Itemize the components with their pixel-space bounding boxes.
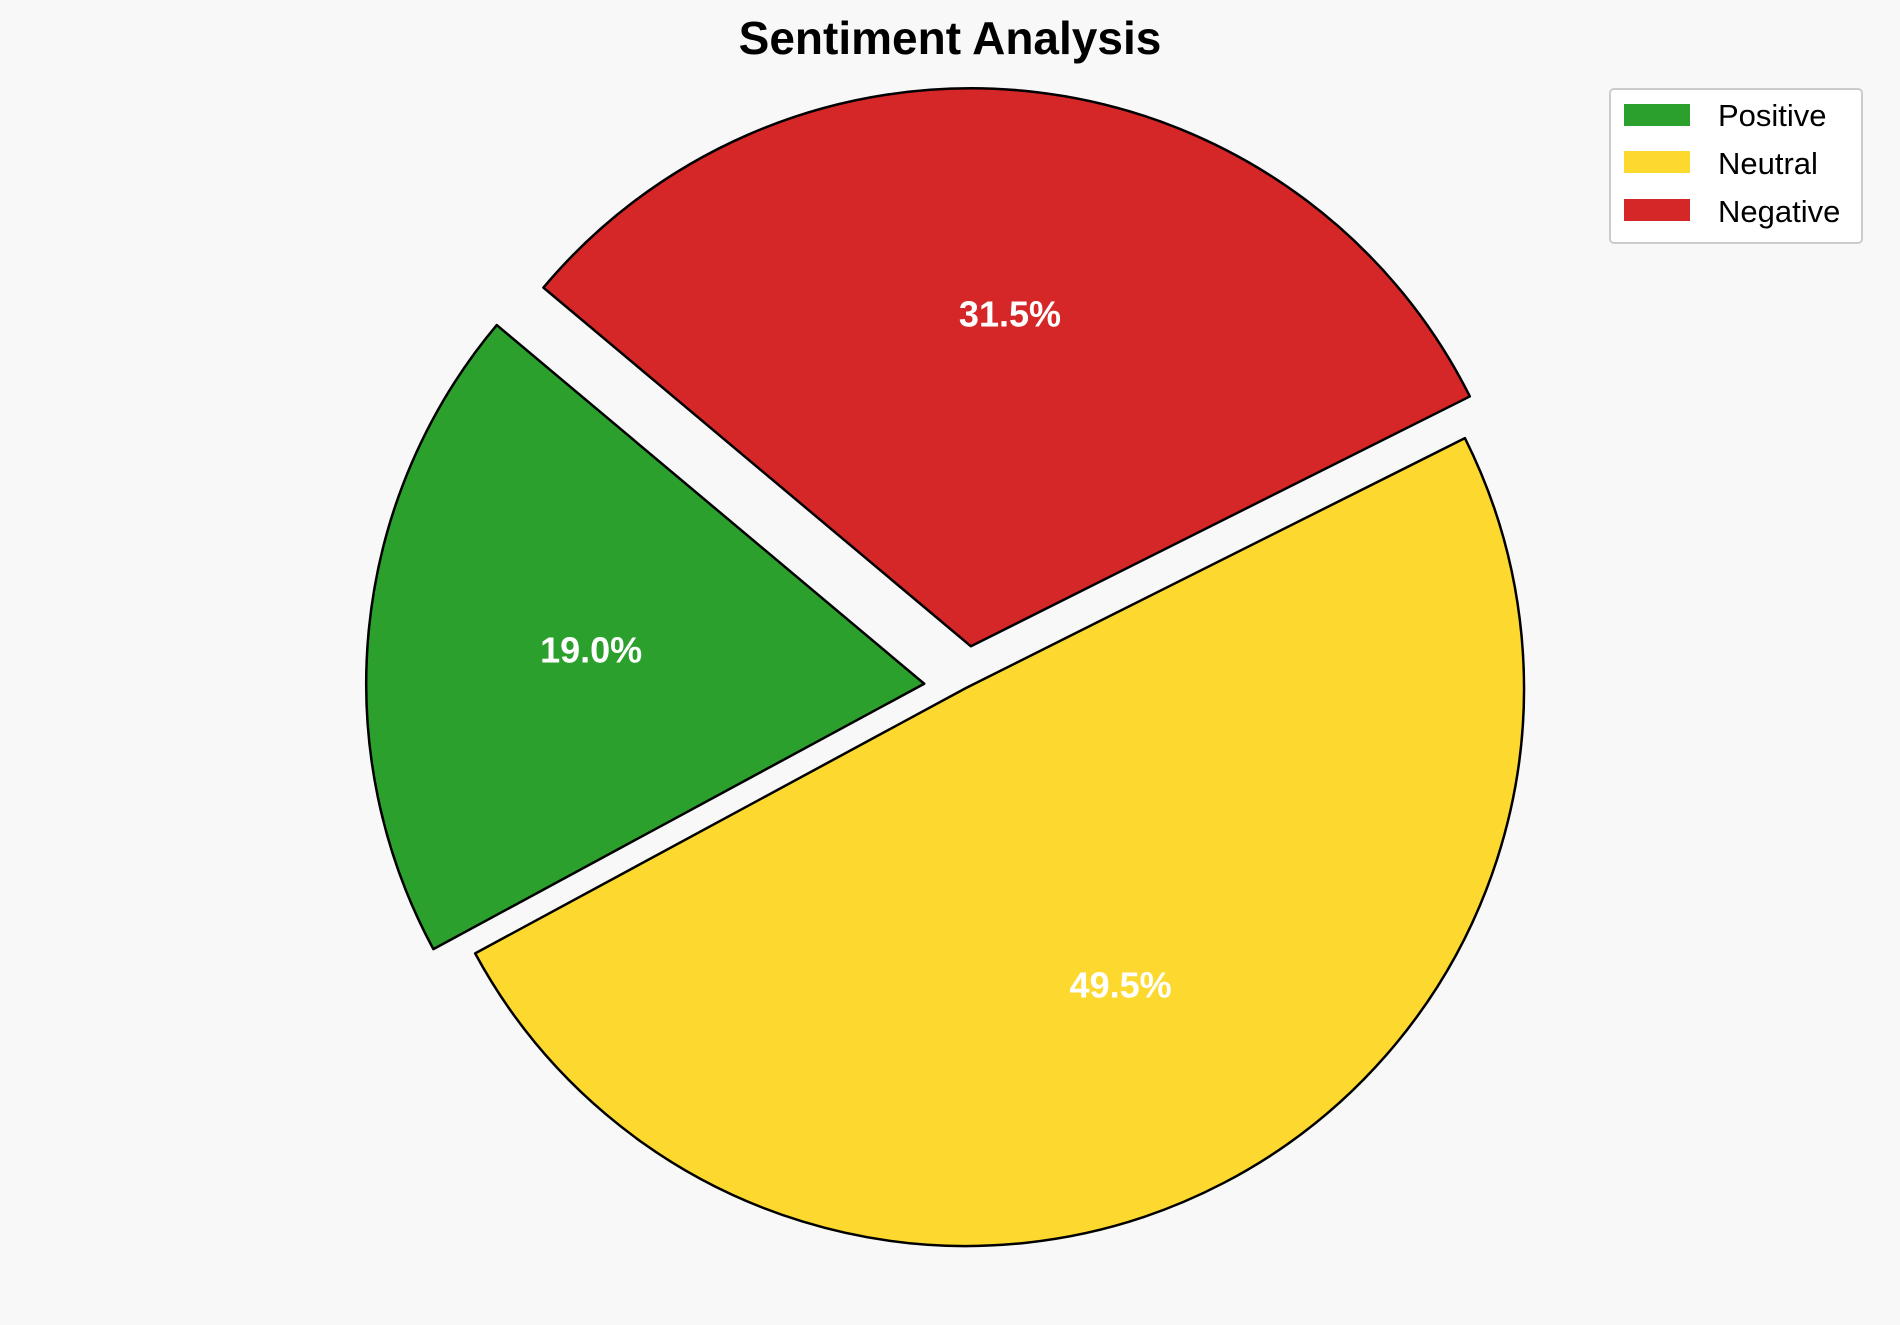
legend-swatch-positive: [1624, 104, 1690, 126]
legend-swatch-neutral: [1624, 151, 1690, 173]
legend: Positive Neutral Negative: [1609, 88, 1863, 244]
pie-slice-neutral: [473, 436, 1526, 1248]
legend-label-neutral: Neutral: [1718, 146, 1818, 181]
pie-slices: [364, 87, 1526, 1248]
pie-slice-negative: [542, 87, 1472, 648]
chart-title: Sentiment Analysis: [739, 12, 1162, 64]
pie-slice-positive: [364, 323, 926, 951]
legend-swatch-negative: [1624, 199, 1690, 221]
legend-label-negative: Negative: [1718, 194, 1840, 229]
slice-label-positive: 19.0%: [540, 629, 642, 670]
slice-label-neutral: 49.5%: [1070, 964, 1172, 1005]
slice-label-negative: 31.5%: [959, 293, 1061, 334]
pie-slice-labels: 19.0% 49.5% 31.5%: [540, 293, 1172, 1005]
legend-label-positive: Positive: [1718, 98, 1827, 133]
